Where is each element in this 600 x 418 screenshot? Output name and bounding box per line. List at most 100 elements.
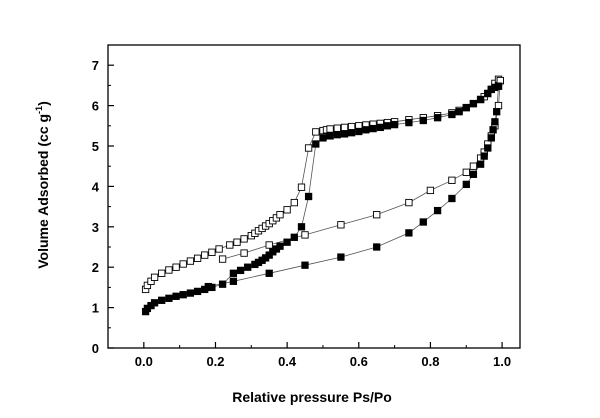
x-tick-label: 0.2 — [206, 354, 224, 369]
x-tick-label: 1.0 — [493, 354, 511, 369]
series-2-point — [244, 263, 252, 271]
series-2-point — [179, 291, 187, 299]
x-tick-label: 0.8 — [421, 354, 439, 369]
series-0-point — [226, 241, 234, 249]
series-2-point — [158, 296, 166, 304]
series-0-point — [340, 123, 349, 132]
series-2-point — [229, 269, 238, 277]
series-1-point — [265, 241, 273, 249]
y-axis-title-end: ) — [35, 101, 51, 106]
series-2-point — [376, 123, 384, 132]
series-0-point — [233, 238, 241, 246]
series-2-point — [150, 299, 159, 307]
series-3-point — [405, 229, 413, 237]
series-3-point — [493, 108, 501, 116]
series-3-point — [448, 194, 456, 203]
series-3-point — [433, 206, 442, 215]
y-tick-label: 7 — [92, 58, 99, 73]
series-2-line — [145, 85, 499, 312]
series-2-point — [383, 122, 392, 130]
series-1-point — [448, 176, 456, 184]
series-2-point — [340, 130, 349, 138]
series-1-point — [337, 221, 345, 229]
y-tick-label: 5 — [92, 139, 99, 154]
series-0-point — [297, 183, 306, 191]
series-0-point — [290, 198, 298, 207]
series-3-point — [480, 152, 488, 160]
series-2-point — [405, 118, 413, 127]
series-0-point — [215, 245, 223, 253]
series-1-point — [405, 198, 413, 207]
series-0-point — [172, 263, 180, 271]
series-2-point — [462, 103, 470, 112]
series-0-point — [201, 251, 209, 259]
y-tick-label: 6 — [92, 99, 99, 114]
series-1-point — [218, 255, 227, 263]
series-2-point — [193, 287, 202, 296]
series-0-point — [333, 124, 341, 132]
series-0-point — [179, 260, 187, 268]
series-0-point — [193, 254, 202, 262]
series-3-point — [489, 126, 497, 134]
series-3-point — [419, 218, 427, 226]
series-2-point — [290, 233, 298, 241]
series-0-point — [186, 257, 195, 265]
series-2-point — [326, 132, 334, 140]
series-0-point — [326, 125, 334, 133]
series-3-point — [462, 180, 470, 189]
series-3-point — [484, 144, 492, 152]
series-2-point — [469, 99, 478, 108]
series-2-point — [297, 223, 306, 231]
series-2-point — [218, 280, 227, 288]
y-tick-label: 0 — [92, 341, 99, 356]
series-2-point — [276, 242, 284, 250]
series-1-point — [469, 162, 478, 170]
series-1-point — [494, 101, 503, 110]
series-3-point — [469, 170, 478, 178]
series-2-point — [455, 108, 463, 116]
series-2-point — [304, 192, 313, 201]
series-3-point — [229, 277, 238, 285]
x-tick-label: 0.0 — [135, 354, 153, 369]
series-3-point — [494, 82, 503, 90]
series-0-point — [150, 273, 159, 281]
series-3-point — [491, 118, 499, 126]
series-1-point — [240, 249, 248, 257]
series-0-point — [165, 266, 173, 274]
series-0-point — [312, 128, 320, 136]
series-2-point — [165, 294, 173, 302]
series-2-point — [433, 114, 442, 122]
series-3-point — [373, 243, 381, 251]
y-axis-title: Volume Adsorbed (cc g-1) — [34, 101, 51, 269]
series-markers — [141, 75, 504, 316]
y-tick-label: 1 — [92, 301, 99, 316]
series-2-point — [355, 127, 363, 136]
y-axis-title-superscript: -1 — [34, 106, 44, 114]
series-3-point — [204, 282, 212, 291]
y-tick-label: 3 — [92, 220, 99, 235]
series-1-point — [301, 231, 309, 239]
plot-border — [107, 44, 521, 349]
series-3-point — [476, 160, 485, 168]
series-3-point — [487, 134, 495, 142]
series-2-point — [448, 110, 456, 119]
x-tick-label: 0.4 — [278, 354, 297, 369]
series-2-point — [369, 124, 377, 133]
series-3-point — [265, 269, 273, 277]
series-2-point — [476, 95, 485, 104]
series-3-point — [301, 261, 309, 269]
series-2-point — [419, 116, 427, 125]
series-0-point — [304, 144, 313, 152]
series-0-point — [276, 211, 284, 219]
series-0-point — [347, 122, 356, 131]
axis-ticks: 0.0 0.2 0.4 0.6 0.8 1.0 0 1 2 3 4 5 6 7 — [92, 44, 511, 369]
series-2-point — [172, 292, 180, 300]
series-2-point — [283, 238, 291, 246]
series-2-point — [312, 140, 320, 148]
y-axis-title-main: Volume Adsorbed (cc g — [35, 114, 51, 269]
series-0-point — [158, 269, 166, 277]
series-1-point — [426, 186, 435, 195]
series-0-point — [208, 248, 216, 256]
series-1-point — [373, 211, 381, 219]
